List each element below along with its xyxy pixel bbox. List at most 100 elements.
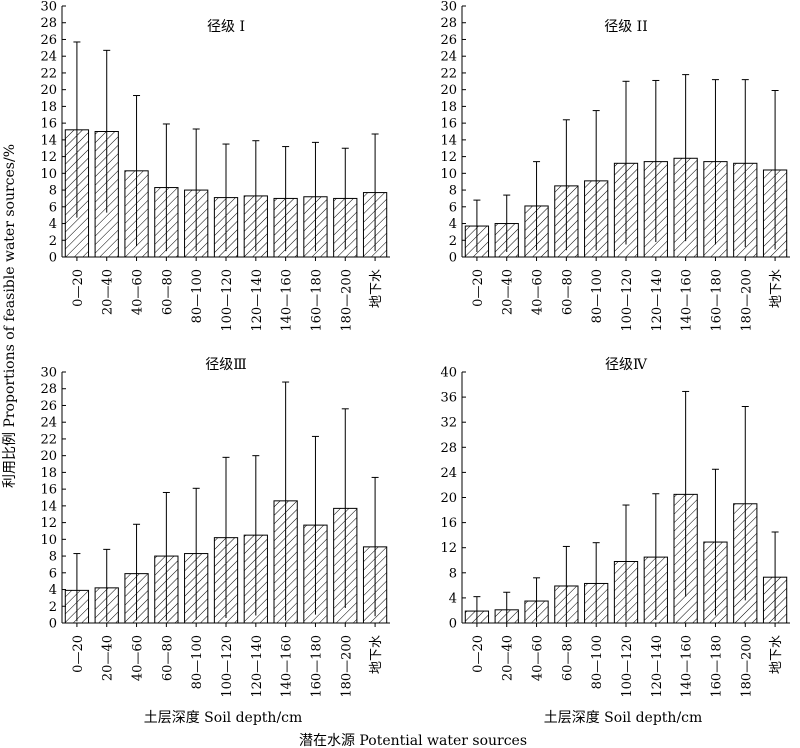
x-tick-label: 160—180	[709, 269, 724, 332]
x-axis-label-left: 土层深度 Soil depth/cm	[144, 710, 303, 726]
x-tick-label: 地下水	[769, 269, 784, 308]
y-tick-label: 0	[449, 251, 457, 266]
y-tick-label: 22	[40, 66, 57, 81]
y-tick-label: 32	[440, 416, 457, 431]
x-tick-label: 20—40	[501, 269, 516, 315]
x-tick-label: 60—80	[160, 269, 175, 315]
y-tick-label: 4	[49, 217, 57, 232]
y-tick-label: 14	[440, 133, 457, 148]
y-tick-label: 16	[440, 117, 457, 132]
y-tick-label: 14	[40, 133, 57, 148]
x-tick-label: 120—140	[650, 635, 665, 698]
y-tick-label: 16	[40, 117, 57, 132]
y-tick-label: 20	[440, 491, 457, 506]
x-tick-label: 120—140	[250, 269, 265, 332]
x-tick-label: 120—140	[250, 635, 265, 698]
panel-title: 径级 I	[207, 19, 245, 35]
y-tick-label: 2	[49, 600, 57, 615]
x-tick-label: 160—180	[309, 269, 324, 332]
x-axis-label-right: 土层深度 Soil depth/cm	[544, 710, 703, 726]
x-tick-label: 20—40	[501, 635, 516, 681]
x-tick-label: 120—140	[650, 269, 665, 332]
x-tick-label: 180—200	[739, 635, 754, 698]
bottom-caption: 潜在水源 Potential water sources	[299, 733, 527, 748]
x-tick-label: 40—60	[531, 269, 546, 315]
x-tick-label: 地下水	[369, 269, 384, 308]
x-tick-label: 60—80	[560, 635, 575, 681]
y-tick-label: 10	[440, 167, 457, 182]
x-tick-label: 地下水	[369, 635, 384, 674]
x-tick-label: 80—100	[590, 269, 605, 323]
x-tick-label: 180—200	[739, 269, 754, 332]
x-tick-label: 180—200	[339, 635, 354, 698]
x-tick-label: 80—100	[190, 635, 205, 689]
y-tick-label: 40	[440, 366, 457, 381]
y-tick-label: 8	[49, 550, 57, 565]
y-tick-label: 12	[40, 150, 57, 165]
y-tick-label: 24	[440, 50, 457, 65]
y-tick-label: 4	[449, 217, 457, 232]
y-tick-label: 8	[449, 184, 457, 199]
x-tick-label: 0—20	[471, 269, 486, 307]
y-tick-label: 16	[440, 516, 457, 531]
x-tick-label: 40—60	[131, 635, 146, 681]
panel-size-class-4: 径级Ⅳ 0 4 8 12 16 20 24 28 32 36 40 0—20 20—40 40—60 60—8…	[440, 357, 790, 698]
x-tick-label: 140—160	[680, 269, 695, 332]
y-tick-label: 20	[440, 83, 457, 98]
y-tick-label: 10	[40, 533, 57, 548]
y-tick-label: 2	[449, 234, 457, 249]
y-tick-label: 10	[40, 167, 57, 182]
x-tick-label: 地下水	[769, 635, 784, 674]
y-tick-label: 22	[40, 432, 57, 447]
y-tick-label: 8	[449, 566, 457, 581]
y-tick-label: 0	[49, 617, 57, 632]
y-tick-label: 6	[49, 200, 57, 215]
y-tick-label: 6	[49, 566, 57, 581]
y-tick-label: 36	[440, 391, 457, 406]
x-tick-label: 0—20	[71, 269, 86, 307]
panel-title: 径级Ⅳ	[605, 357, 648, 373]
x-tick-label: 80—100	[590, 635, 605, 689]
y-tick-label: 30	[440, 0, 457, 15]
y-tick-label: 16	[40, 483, 57, 498]
y-tick-label: 12	[440, 150, 457, 165]
x-tick-label: 140—160	[280, 269, 295, 332]
y-tick-label: 4	[49, 583, 57, 598]
y-tick-label: 8	[49, 184, 57, 199]
y-tick-label: 4	[449, 591, 457, 606]
y-tick-label: 18	[440, 100, 457, 115]
y-tick-label: 12	[440, 541, 457, 556]
y-tick-label: 28	[440, 441, 457, 456]
y-tick-label: 26	[440, 33, 457, 48]
y-tick-label: 24	[40, 50, 57, 65]
x-tick-label: 100—120	[220, 635, 235, 698]
y-tick-label: 18	[40, 466, 57, 481]
y-tick-label: 20	[40, 449, 57, 464]
y-tick-label: 28	[440, 16, 457, 31]
y-tick-label: 28	[40, 382, 57, 397]
x-tick-label: 100—120	[220, 269, 235, 332]
y-tick-label: 0	[449, 617, 457, 632]
y-tick-label: 26	[40, 33, 57, 48]
y-tick-label: 22	[440, 66, 457, 81]
x-tick-label: 60—80	[160, 635, 175, 681]
y-tick-label: 12	[40, 516, 57, 531]
y-tick-label: 30	[40, 366, 57, 381]
x-tick-label: 20—40	[101, 269, 116, 315]
x-tick-label: 0—20	[471, 635, 486, 673]
y-tick-label: 26	[40, 399, 57, 414]
x-tick-label: 40—60	[531, 635, 546, 681]
panel-title: 径级Ⅲ	[205, 357, 247, 373]
x-tick-label: 60—80	[560, 269, 575, 315]
x-tick-label: 20—40	[101, 635, 116, 681]
y-tick-label: 18	[40, 100, 57, 115]
y-tick-label: 24	[40, 416, 57, 431]
y-tick-label: 20	[40, 83, 57, 98]
y-tick-label: 24	[440, 466, 457, 481]
y-tick-label: 30	[40, 0, 57, 15]
y-tick-label: 6	[449, 200, 457, 215]
